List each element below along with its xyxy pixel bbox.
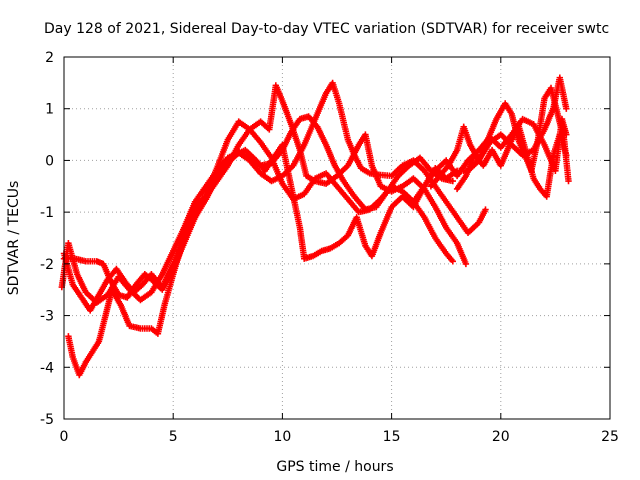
y-axis-label: SDTVAR / TECUs	[6, 181, 22, 296]
x-tick-label: 0	[60, 429, 69, 445]
grid	[64, 57, 610, 419]
y-tick-label: -1	[40, 205, 54, 221]
series-markers	[220, 74, 570, 262]
x-tick-label: 10	[273, 429, 291, 445]
x-tick-label: 25	[601, 429, 619, 445]
y-tick-label: 0	[45, 153, 54, 169]
plot-frame	[63, 56, 611, 420]
y-tick-label: 1	[45, 102, 54, 118]
y-tick-label: -3	[40, 309, 54, 325]
series-markers	[453, 121, 570, 200]
y-tick-label: -5	[40, 412, 54, 428]
chart-title: Day 128 of 2021, Sidereal Day-to-day VTE…	[44, 21, 609, 37]
x-tick-label: 5	[169, 429, 178, 445]
x-tick-label: 20	[492, 429, 510, 445]
y-tick-label: -4	[40, 360, 54, 376]
x-tick-label: 15	[383, 429, 401, 445]
data-series	[58, 74, 572, 379]
y-tick-label: 2	[45, 50, 54, 66]
series-pass-8	[453, 121, 570, 200]
x-axis-label: GPS time / hours	[276, 459, 393, 475]
y-tick-label: -2	[40, 257, 54, 273]
